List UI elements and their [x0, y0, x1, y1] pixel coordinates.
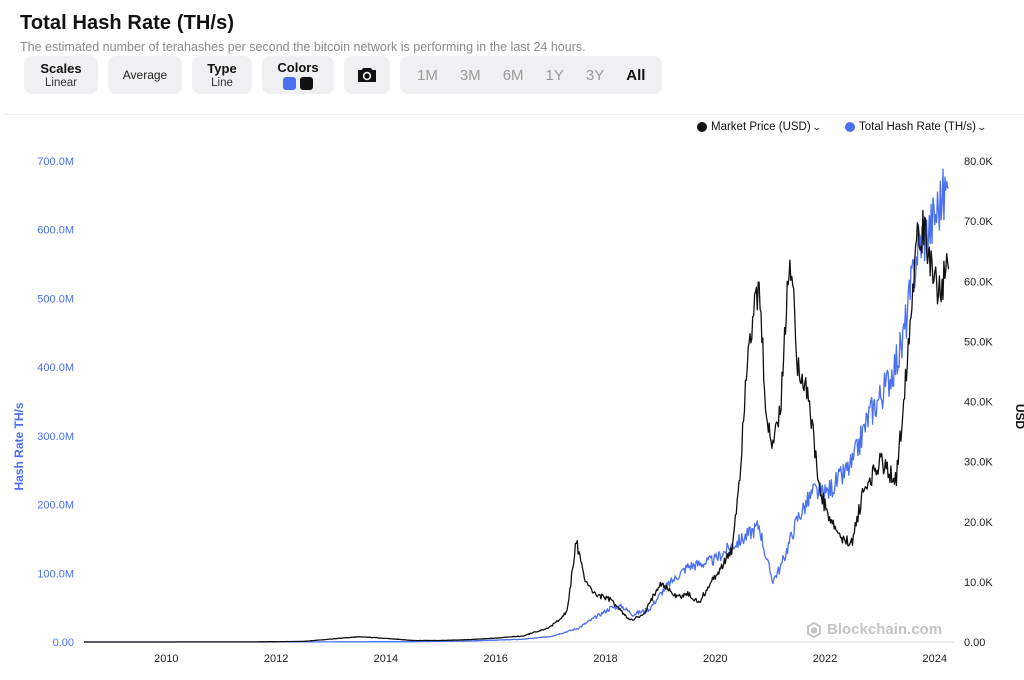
right-axis-tick-label: 80.0K — [964, 156, 993, 168]
left-axis-tick-label: 500.0M — [37, 293, 74, 305]
legend-label-price: Market Price (USD) — [711, 121, 811, 133]
range-3m[interactable]: 3M — [459, 66, 481, 84]
type-value: Line — [211, 76, 233, 89]
x-tick-label: 2022 — [813, 653, 837, 665]
left-axis-tick-label: 700.0M — [37, 156, 74, 168]
chevron-down-icon: ⌄ — [976, 121, 988, 132]
left-axis-tick-label: 100.0M — [37, 568, 74, 580]
left-axis-tick-label: 600.0M — [37, 225, 74, 237]
right-axis-tick-label: 60.0K — [964, 276, 993, 288]
blockchain-logo-icon — [807, 621, 821, 638]
range-3y[interactable]: 3Y — [585, 66, 605, 84]
right-axis-tick-label: 70.0K — [964, 216, 993, 228]
x-tick-label: 2020 — [703, 653, 727, 665]
scales-label: Scales — [40, 60, 82, 76]
range-all[interactable]: All — [626, 66, 646, 84]
page-subtitle: The estimated number of terahashes per s… — [20, 40, 586, 54]
range-6m[interactable]: 6M — [502, 66, 524, 84]
right-axis-tick-label: 0.00 — [964, 637, 985, 649]
right-axis-tick-label: 40.0K — [964, 397, 993, 409]
x-tick-label: 2016 — [483, 653, 507, 665]
time-range-selector: 1M 3M 6M 1Y 3Y All — [400, 56, 663, 94]
legend-label-hash: Total Hash Rate (TH/s) — [859, 121, 976, 133]
legend-item-hash-rate[interactable]: Total Hash Rate (TH/s) ⌄ — [845, 121, 988, 133]
average-button[interactable]: Average — [108, 56, 182, 94]
left-axis-tick-label: 0.00 — [53, 637, 74, 649]
x-tick-label: 2010 — [154, 653, 178, 665]
legend-item-market-price[interactable]: Market Price (USD) ⌄ — [697, 121, 822, 133]
hash-color-swatch[interactable] — [283, 77, 296, 90]
left-axis-tick-label: 300.0M — [37, 431, 74, 443]
right-axis-tick-label: 10.0K — [964, 577, 993, 589]
price-color-swatch[interactable] — [300, 77, 313, 90]
market-price-series-line — [84, 209, 950, 643]
screenshot-button[interactable] — [344, 56, 390, 94]
x-tick-label: 2018 — [593, 653, 617, 665]
blockchain-watermark: Blockchain.com — [806, 621, 942, 638]
chevron-down-icon: ⌄ — [811, 121, 822, 132]
x-tick-label: 2012 — [264, 653, 288, 665]
left-axis-title: Hash Rate TH/s — [12, 402, 26, 490]
type-button[interactable]: Type Line — [192, 56, 252, 94]
watermark-text: Blockchain.com — [827, 621, 943, 638]
average-label: Average — [122, 68, 168, 82]
page-title: Total Hash Rate (TH/s) — [20, 12, 235, 34]
colors-button[interactable]: Colors — [262, 56, 334, 94]
chart-toolbar: Scales Linear Average Type Line Colors 1… — [24, 56, 663, 94]
range-1m[interactable]: 1M — [417, 66, 438, 84]
scales-button[interactable]: Scales Linear — [24, 56, 98, 94]
x-tick-label: 2014 — [374, 653, 398, 665]
scales-value: Linear — [45, 76, 77, 89]
range-1y[interactable]: 1Y — [545, 66, 564, 84]
legend-dot-hash — [845, 122, 855, 132]
type-label: Type — [207, 60, 237, 76]
left-axis-tick-label: 400.0M — [37, 362, 74, 374]
colors-label: Colors — [277, 60, 319, 75]
legend-dot-price — [697, 122, 707, 132]
left-axis-tick-label: 200.0M — [37, 500, 74, 512]
color-swatches — [283, 77, 313, 90]
right-axis-tick-label: 50.0K — [964, 336, 993, 348]
x-tick-label: 2024 — [923, 653, 947, 665]
chart-header: Total Hash Rate (TH/s) The estimated num… — [20, 12, 586, 54]
camera-icon — [358, 68, 376, 82]
right-axis-tick-label: 20.0K — [964, 517, 993, 529]
right-axis-tick-label: 30.0K — [964, 457, 993, 469]
chart-area: 2010 2012 2014 2016 2018 2020 2022 2024 0.00 100.… — [4, 114, 1024, 676]
hashrate-price-chart: 2010 2012 2014 2016 2018 2020 2022 2024 0.00 100.… — [12, 156, 1024, 665]
right-axis-title: USD — [1013, 404, 1024, 430]
hash-rate-series-line — [84, 168, 949, 643]
